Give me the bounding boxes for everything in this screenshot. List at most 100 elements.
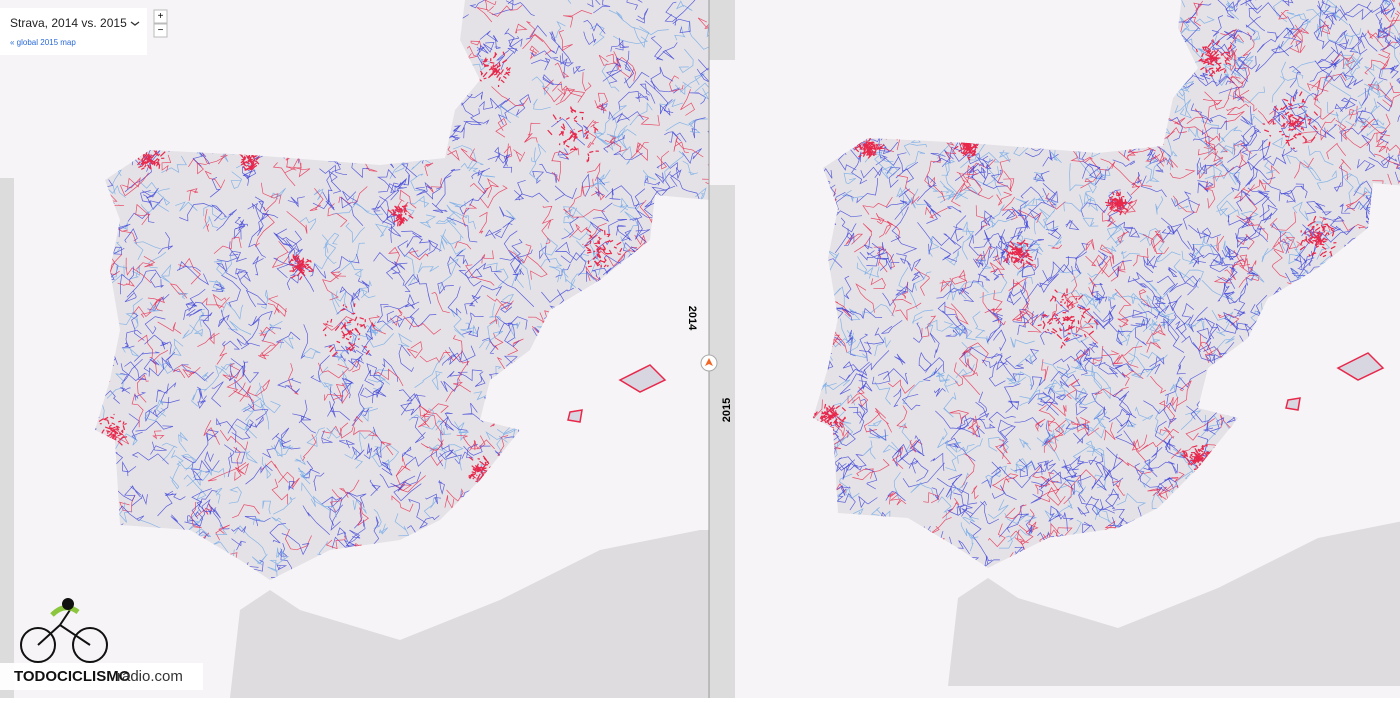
activity-hotspot (1300, 123, 1304, 124)
activity-hotspot (1323, 227, 1326, 228)
activity-hotspot (397, 217, 399, 218)
activity-hotspot (1116, 193, 1117, 194)
activity-hotspot (828, 411, 830, 412)
activity-hotspot (860, 143, 861, 148)
activity-hotspot (1010, 246, 1011, 247)
activity-hotspot (1317, 244, 1320, 245)
zoom-in-label: + (158, 11, 164, 22)
activity-hotspot (1305, 118, 1306, 119)
activity-hotspot (1010, 252, 1011, 255)
activity-hotspot (588, 154, 589, 157)
activity-hotspot (1055, 298, 1056, 301)
activity-hotspot (1303, 240, 1305, 241)
activity-hotspot (349, 320, 352, 321)
activity-hotspot (1219, 58, 1220, 59)
activity-hotspot (241, 159, 245, 160)
divider-strip (709, 0, 735, 60)
activity-hotspot (1112, 202, 1114, 203)
activity-hotspot (1293, 120, 1294, 123)
activity-hotspot (307, 265, 308, 266)
zoom-out-label: − (158, 25, 164, 36)
activity-hotspot (1306, 140, 1307, 142)
activity-hotspot (1275, 123, 1276, 124)
activity-hotspot (475, 466, 478, 467)
activity-hotspot (1208, 60, 1209, 65)
activity-hotspot (1055, 315, 1058, 316)
activity-hotspot (1201, 457, 1203, 458)
panel-label: 2014 (686, 306, 698, 331)
activity-hotspot (123, 437, 127, 438)
activity-hotspot (869, 156, 871, 157)
activity-hotspot (1282, 134, 1285, 135)
activity-hotspot (250, 158, 251, 159)
activity-hotspot (835, 411, 836, 412)
activity-hotspot (560, 117, 561, 119)
activity-hotspot (358, 339, 360, 340)
activity-hotspot (587, 250, 590, 251)
activity-hotspot (325, 334, 326, 336)
activity-hotspot (1015, 248, 1018, 249)
activity-hotspot (571, 135, 572, 138)
activity-hotspot (309, 271, 314, 272)
activity-hotspot (873, 142, 874, 144)
activity-hotspot (113, 436, 116, 437)
activity-hotspot (159, 164, 160, 169)
activity-hotspot (963, 155, 964, 156)
activity-hotspot (403, 206, 408, 207)
activity-hotspot (563, 131, 564, 134)
activity-hotspot (593, 251, 595, 252)
activity-hotspot (588, 266, 592, 267)
activity-hotspot (1045, 331, 1046, 332)
activity-hotspot (599, 239, 601, 240)
activity-hotspot (1209, 51, 1210, 52)
activity-hotspot (604, 247, 605, 249)
panel-label: 2015 (721, 398, 733, 422)
island (1286, 398, 1300, 410)
activity-hotspot (1288, 123, 1290, 124)
activity-hotspot (1208, 50, 1209, 53)
activity-hotspot (1110, 207, 1115, 208)
activity-hotspot (574, 129, 575, 130)
logo-suffix: radio.com (117, 668, 183, 685)
activity-hotspot (1305, 231, 1306, 234)
activity-hotspot (607, 234, 610, 235)
logo-brand: TODOCICLISMO (14, 668, 131, 685)
activity-hotspot (1011, 258, 1012, 263)
activity-hotspot (876, 154, 877, 155)
activity-hotspot (1328, 232, 1329, 235)
activity-hotspot (392, 210, 393, 211)
activity-hotspot (1038, 325, 1042, 326)
activity-hotspot (866, 154, 869, 155)
activity-hotspot (1024, 252, 1025, 254)
activity-hotspot (1113, 211, 1115, 212)
activity-hotspot (833, 429, 834, 430)
divider-strip (709, 185, 735, 698)
island (568, 410, 582, 422)
activity-hotspot (310, 260, 311, 261)
global-map-link[interactable]: « global 2015 map (10, 38, 76, 47)
activity-hotspot (343, 304, 344, 306)
activity-hotspot (326, 324, 328, 325)
activity-hotspot (1291, 125, 1292, 126)
activity-hotspot (253, 161, 254, 165)
activity-hotspot (1118, 195, 1119, 196)
activity-hotspot (1014, 254, 1019, 255)
activity-hotspot (364, 347, 367, 348)
activity-hotspot (124, 424, 126, 425)
activity-hotspot (1270, 135, 1272, 136)
activity-hotspot (1205, 47, 1206, 52)
activity-hotspot (484, 62, 485, 63)
activity-hotspot (1060, 305, 1062, 306)
activity-hotspot (1069, 325, 1070, 329)
activity-hotspot (298, 262, 299, 267)
activity-hotspot (1213, 45, 1214, 46)
activity-hotspot (497, 65, 498, 68)
activity-hotspot (484, 78, 487, 79)
activity-hotspot (1209, 75, 1213, 76)
activity-hotspot (608, 265, 609, 267)
activity-hotspot (358, 323, 359, 325)
activity-hotspot (1092, 316, 1093, 318)
activity-hotspot (1021, 259, 1023, 260)
edge-strip (0, 178, 14, 698)
